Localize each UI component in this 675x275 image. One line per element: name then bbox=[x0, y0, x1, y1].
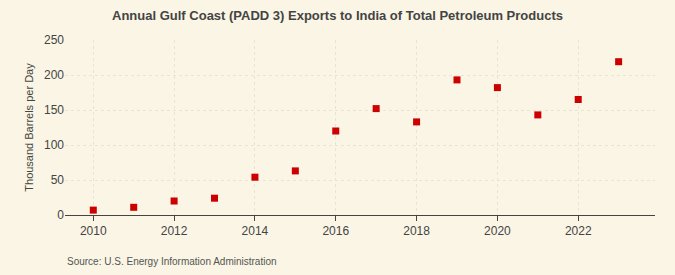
svg-text:0: 0 bbox=[57, 208, 64, 222]
svg-text:150: 150 bbox=[44, 103, 64, 117]
svg-text:Annual Gulf Coast (PADD 3) Exp: Annual Gulf Coast (PADD 3) Exports to In… bbox=[112, 8, 563, 23]
svg-text:100: 100 bbox=[44, 138, 64, 152]
svg-text:2016: 2016 bbox=[322, 224, 349, 238]
svg-text:2010: 2010 bbox=[80, 224, 107, 238]
svg-text:50: 50 bbox=[51, 173, 65, 187]
svg-text:2014: 2014 bbox=[242, 224, 269, 238]
svg-text:2012: 2012 bbox=[161, 224, 188, 238]
svg-text:2022: 2022 bbox=[565, 224, 592, 238]
svg-text:2018: 2018 bbox=[403, 224, 430, 238]
svg-text:250: 250 bbox=[44, 33, 64, 47]
svg-text:Source: U.S. Energy Informatio: Source: U.S. Energy Information Administ… bbox=[67, 256, 277, 267]
svg-text:2020: 2020 bbox=[484, 224, 511, 238]
svg-text:Thousand Barrels per Day: Thousand Barrels per Day bbox=[23, 63, 35, 192]
svg-text:200: 200 bbox=[44, 68, 64, 82]
